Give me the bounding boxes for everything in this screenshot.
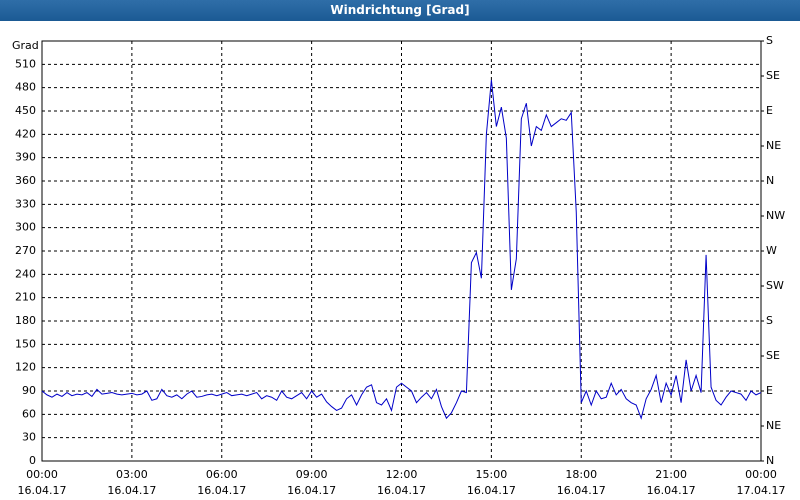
y-tick-label: 300 [15, 221, 36, 234]
x-tick-date: 16.04.17 [377, 484, 426, 497]
y2-tick-label: SE [766, 69, 780, 82]
y-tick-label: 270 [15, 244, 36, 257]
y2-tick-label: E [766, 384, 773, 397]
y-tick-label: 330 [15, 197, 36, 210]
y2-tick-label: W [766, 244, 777, 257]
y-tick-label: 510 [15, 57, 36, 70]
x-tick-label: 06:00 [206, 468, 238, 481]
data-line [41, 79, 762, 420]
x-tick-label: 00:00 [745, 468, 777, 481]
x-tick-label: 15:00 [476, 468, 508, 481]
y-tick-label: 90 [22, 384, 36, 397]
window-title: Windrichtung [Grad] [0, 0, 800, 21]
y2-tick-label: S [766, 314, 773, 327]
y-tick-label: 60 [22, 407, 36, 420]
x-tick-date: 16.04.17 [467, 484, 516, 497]
x-tick-label: 00:00 [26, 468, 58, 481]
y2-tick-label: NE [766, 139, 781, 152]
y-tick-label: 30 [22, 431, 36, 444]
y-tick-label: 390 [15, 151, 36, 164]
y2-tick-label: E [766, 104, 773, 117]
y2-tick-label: SW [766, 279, 784, 292]
y-tick-label: 480 [15, 81, 36, 94]
x-tick-label: 21:00 [655, 468, 687, 481]
x-tick-label: 09:00 [296, 468, 328, 481]
x-tick-label: 03:00 [116, 468, 148, 481]
x-tick-label: 18:00 [565, 468, 597, 481]
x-tick-date: 16.04.17 [107, 484, 156, 497]
x-tick-date: 16.04.17 [197, 484, 246, 497]
y2-tick-label: NW [766, 209, 785, 222]
y-tick-label: 180 [15, 314, 36, 327]
y2-tick-label: N [766, 454, 774, 467]
y2-tick-label: SE [766, 349, 780, 362]
y2-tick-label: NE [766, 419, 781, 432]
x-tick-date: 17.04.17 [737, 484, 786, 497]
y-axis-label: Grad [12, 39, 39, 52]
y2-tick-label: S [766, 34, 773, 47]
y-tick-label: 420 [15, 127, 36, 140]
y-tick-label: 0 [29, 454, 36, 467]
y-tick-label: 120 [15, 361, 36, 374]
y-tick-label: 240 [15, 267, 36, 280]
y-tick-label: 150 [15, 337, 36, 350]
chart: Grad 0 30 60 90 120 150 180 210 240 270 300 330 360 3… [12, 34, 786, 497]
x-tick-date: 16.04.17 [557, 484, 606, 497]
y-tick-label: 210 [15, 291, 36, 304]
x-tick-label: 12:00 [386, 468, 418, 481]
x-tick-date: 16.04.17 [18, 484, 67, 497]
x-tick-date: 16.04.17 [287, 484, 336, 497]
y-tick-label: 450 [15, 104, 36, 117]
y2-tick-label: N [766, 174, 774, 187]
x-tick-date: 16.04.17 [647, 484, 696, 497]
y-tick-label: 360 [15, 174, 36, 187]
